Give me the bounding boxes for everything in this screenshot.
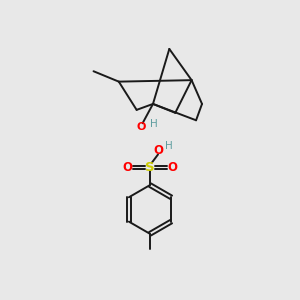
Text: S: S [145, 161, 155, 174]
Text: H: H [150, 119, 158, 129]
Text: O: O [167, 161, 177, 174]
Text: O: O [153, 144, 163, 157]
Text: H: H [165, 141, 172, 151]
Text: O: O [136, 122, 146, 132]
Text: O: O [123, 161, 133, 174]
